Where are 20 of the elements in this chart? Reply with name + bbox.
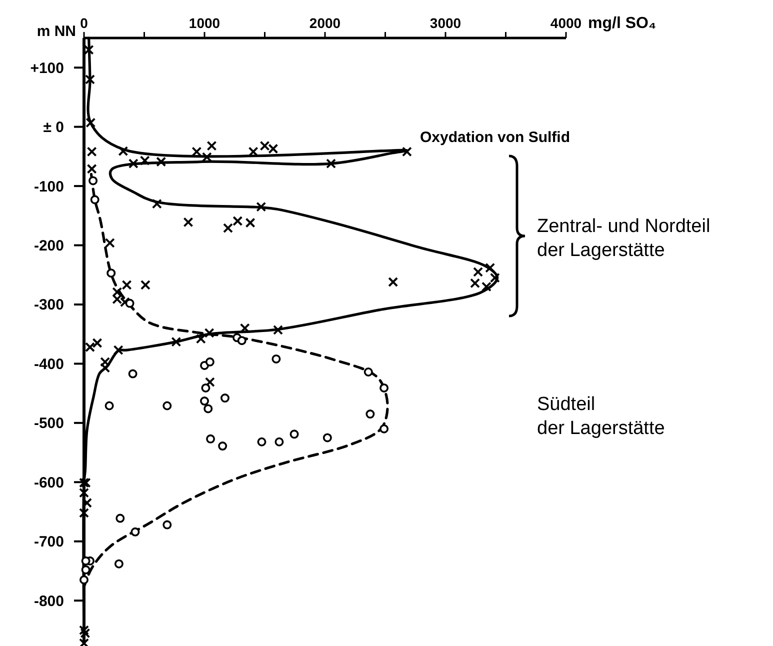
- y-axis-title: m NN: [36, 23, 76, 40]
- annotation: Oxydation von Sulfid: [420, 129, 570, 146]
- y-tick-label: -600: [34, 474, 64, 492]
- y-tick-label: -300: [34, 296, 64, 314]
- x-tick-label: 3000: [430, 15, 462, 31]
- x-tick-label: 0: [80, 15, 88, 31]
- y-tick-label: -200: [34, 238, 64, 255]
- y-tick-label: -700: [34, 534, 64, 551]
- annotation: Zentral- und Nordteil der Lagerstätte: [537, 216, 710, 261]
- x-tick-label: 1000: [188, 15, 220, 31]
- x-axis-title: mg/l SO₄: [588, 15, 656, 32]
- y-tick-label: -800: [34, 592, 64, 610]
- y-tick-label: +100: [30, 60, 64, 77]
- y-tick-label: -100: [34, 178, 64, 196]
- x-tick-label: 2000: [309, 15, 341, 31]
- y-tick-label: -500: [34, 415, 64, 432]
- annotation: Südteil der Lagerstätte: [537, 394, 665, 439]
- y-tick-label: ± 0: [43, 119, 64, 136]
- y-tick-label: -400: [34, 356, 64, 373]
- x-tick-label: 4000: [550, 15, 582, 31]
